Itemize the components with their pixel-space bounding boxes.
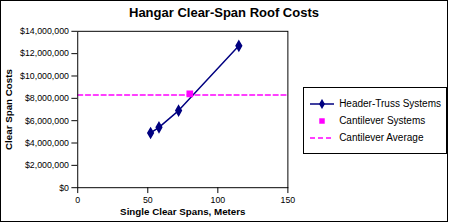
svg-text:50: 50 [143,195,153,205]
html-text:Cantilever Systems: Cantilever Systems [339,115,426,127]
svg-text:$4,000,000: $4,000,000 [25,138,69,148]
html-text:Hangar Clear-Span Roof Costs: Hangar Clear-Span Roof Costs [129,5,319,20]
svg-text:$14,000,000: $14,000,000 [20,26,69,36]
svg-text:$0: $0 [59,183,69,193]
svg-text:Single Clear Spans, Meters: Single Clear Spans, Meters [120,206,246,217]
svg-text:$2,000,000: $2,000,000 [25,160,69,170]
svg-text:$10,000,000: $10,000,000 [20,71,69,81]
svg-text:$6,000,000: $6,000,000 [25,115,69,125]
html-text:Cantilever Average: Cantilever Average [339,132,424,144]
svg-text:$12,000,000: $12,000,000 [20,48,69,58]
html-text:Header-Truss Systems: Header-Truss Systems [339,98,441,110]
svg-text:100: 100 [211,195,226,205]
svg-text:$8,000,000: $8,000,000 [25,93,69,103]
svg-text:Clear Span Costs: Clear Span Costs [3,69,14,150]
svg-text:0: 0 [75,195,80,205]
svg-text:150: 150 [281,195,296,205]
